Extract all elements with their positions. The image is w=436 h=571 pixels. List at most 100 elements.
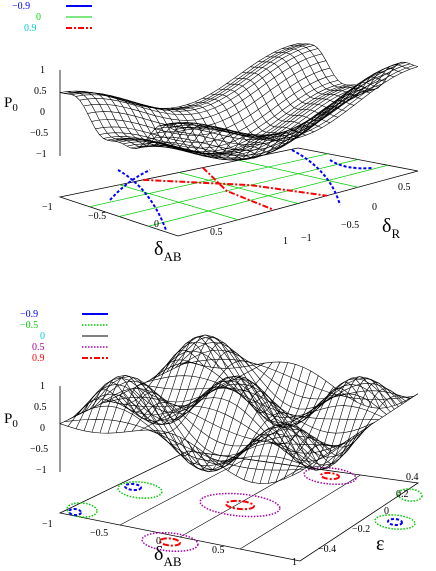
- top-mesh-line: [297, 43, 419, 90]
- bottom-z-tick-1: 0.5: [34, 402, 47, 413]
- bottom-mesh-line: [174, 341, 407, 410]
- bottom-mesh-line: [267, 377, 388, 484]
- bottom-x-tick-3: 0.5: [212, 545, 225, 556]
- bottom-x-label: δAB: [154, 543, 182, 569]
- top-y-tick-0: −1: [301, 233, 312, 244]
- top-mesh-line: [174, 65, 415, 140]
- top-mesh-line: [75, 45, 315, 112]
- top-y-label: δR: [382, 215, 400, 241]
- top-grid-line-v: [238, 159, 359, 188]
- top-grid-line-v: [178, 172, 299, 204]
- top-z-tick-1: 0.5: [34, 86, 47, 97]
- top-mesh-line: [282, 48, 403, 96]
- bottom-contour: [117, 481, 163, 499]
- bottom-mesh-line: [170, 336, 403, 419]
- top-z-label: P0: [4, 95, 18, 114]
- top-y-tick-3: 0.5: [398, 182, 411, 193]
- bottom-mesh-line: [136, 383, 371, 447]
- top-mesh-line: [274, 51, 395, 100]
- top-contour-red: [202, 166, 275, 211]
- bottom-contour: [124, 482, 142, 492]
- bottom-z-tick-2: 0: [40, 423, 45, 434]
- bottom-contour: [397, 488, 423, 502]
- legend-bottom-label-0: −0.9: [20, 309, 38, 320]
- top-x-tick-1: −0.5: [88, 211, 106, 222]
- bottom-contour: [320, 471, 340, 481]
- top-mesh-line: [83, 53, 323, 121]
- bottom-x-tick-0: −1: [42, 519, 53, 530]
- top-mesh-line: [177, 66, 419, 141]
- top-x-tick-3: 0.5: [210, 227, 223, 238]
- bottom-z-tick-4: −1: [36, 465, 47, 476]
- legend-bottom-label-2: 0: [40, 331, 45, 342]
- bottom-contour: [303, 466, 357, 486]
- top-x-ticks: −1 −0.5 0 0.5 1: [42, 202, 288, 247]
- top-x-label: δAB: [154, 238, 182, 264]
- top-z-tick-4: −1: [36, 149, 47, 160]
- top-base-plane: [58, 147, 419, 237]
- top-contours: [109, 149, 373, 231]
- bottom-mesh-line: [187, 361, 419, 409]
- bottom-mesh-line: [166, 334, 399, 426]
- bottom-base-plane: [58, 450, 420, 562]
- top-contour-red: [143, 178, 327, 197]
- legend-top-label-0: −0.9: [12, 1, 30, 12]
- bottom-y-tick-0: −0.4: [318, 544, 336, 555]
- top-grid-line-u: [148, 164, 389, 227]
- legend-top: −0.9 0 0.9: [12, 1, 92, 34]
- top-x-tick-2: 0: [154, 219, 159, 230]
- bottom-x-tick-2: 0: [156, 536, 161, 547]
- bottom-mesh-line: [299, 393, 419, 472]
- top-mesh-line: [266, 56, 387, 105]
- bottom-mesh-line: [235, 388, 357, 476]
- top-x-tick-0: −1: [42, 202, 53, 213]
- legend-bottom: −0.9 −0.5 0 0.5 0.9: [20, 309, 108, 364]
- bottom-x-tick-4: 1: [292, 557, 297, 568]
- bottom-contour: [68, 507, 82, 517]
- bottom-z-tick-0: 1: [40, 381, 45, 392]
- bottom-mesh-line: [102, 396, 340, 446]
- bottom-y-tick-2: 0: [384, 506, 389, 517]
- legend-bottom-label-1: −0.5: [20, 320, 38, 331]
- top-mesh-line: [75, 90, 195, 147]
- top-mesh-line: [99, 80, 339, 149]
- bottom-contour: [387, 517, 403, 527]
- bottom-base-grid: [119, 458, 361, 550]
- bottom-grid-line: [179, 466, 304, 538]
- legend-top-label-2: 0.9: [24, 23, 37, 34]
- legend-top-label-1: 0: [36, 12, 41, 23]
- top-mesh-line: [126, 87, 367, 159]
- top-mesh-line: [290, 45, 411, 93]
- chart-bottom: −0.9 −0.5 0 0.5 0.9 1 0.5 0 −0.5 −1 P0 −…: [4, 309, 423, 569]
- top-z-ticks: 1 0.5 0 −0.5 −1: [30, 65, 48, 160]
- top-contour-blue: [109, 169, 151, 201]
- top-x-tick-4: 1: [283, 236, 288, 247]
- bottom-y-ticks: −0.4 −0.2 0 0.2 0.4: [318, 472, 419, 555]
- bottom-z-label: P0: [4, 411, 18, 430]
- legend-bottom-label-3: 0.5: [32, 342, 45, 353]
- top-y-tick-2: 0: [372, 202, 377, 213]
- bottom-z-ticks: 1 0.5 0 −0.5 −1: [30, 381, 48, 476]
- top-z-tick-3: −0.5: [30, 128, 48, 139]
- top-y-tick-1: −0.5: [341, 220, 359, 231]
- bottom-mesh-line: [162, 336, 395, 428]
- bottom-x-ticks: −1 −0.5 0 0.5 1: [42, 519, 297, 568]
- bottom-contour: [159, 537, 181, 547]
- top-surface-mesh: [59, 43, 419, 161]
- bottom-contour: [141, 531, 199, 553]
- chart-top: −0.9 0 0.9 1 0.5 0 −0.5 −1 P0 −1 −0.5 0 …: [4, 1, 419, 264]
- bottom-mesh-line: [128, 375, 364, 466]
- top-mesh-line: [71, 43, 311, 111]
- bottom-grid-line: [119, 458, 246, 526]
- bottom-y-label: ε: [376, 533, 384, 555]
- bottom-contours: [66, 466, 423, 553]
- bottom-mesh-line: [283, 388, 403, 480]
- bottom-mesh-line: [275, 381, 396, 482]
- bottom-z-tick-3: −0.5: [30, 444, 48, 455]
- top-contour-blue: [117, 169, 167, 231]
- bottom-x-tick-1: −0.5: [90, 528, 108, 539]
- top-y-ticks: −1 −0.5 0 0.5: [301, 182, 411, 244]
- bottom-contour: [374, 514, 416, 530]
- top-mesh-line: [258, 61, 379, 110]
